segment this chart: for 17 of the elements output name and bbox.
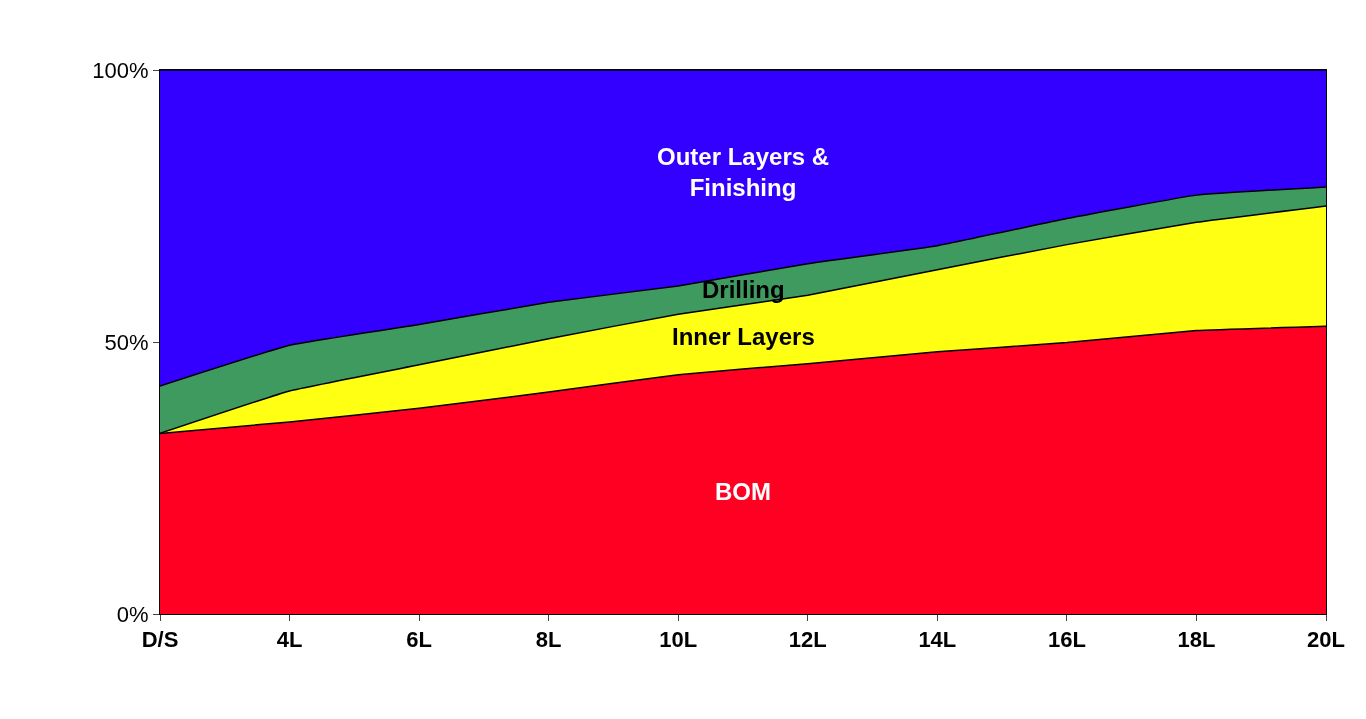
series-label: Outer Layers & Finishing [657, 143, 830, 202]
series-label: BOM [715, 478, 771, 505]
x-tick-label: 16L [1047, 627, 1086, 653]
x-tick-label: 4L [276, 627, 303, 653]
x-tick-label: 6L [406, 627, 432, 653]
x-tick-label: 10L [659, 627, 698, 653]
y-tick-label: 50% [104, 329, 149, 355]
y-tick-label: 100% [92, 57, 149, 83]
x-tick-label: 20L [1307, 627, 1345, 653]
series-label: Inner Layers [672, 323, 815, 350]
x-tick-label: 8L [535, 627, 562, 653]
x-tick-label: 12L [788, 627, 827, 653]
x-tick-label: 14L [918, 627, 957, 653]
series-label: Drilling [702, 276, 785, 303]
x-tick-label: 18L [1177, 627, 1216, 653]
x-tick-label: D/S [141, 627, 179, 653]
y-tick-label: 0% [116, 601, 149, 627]
